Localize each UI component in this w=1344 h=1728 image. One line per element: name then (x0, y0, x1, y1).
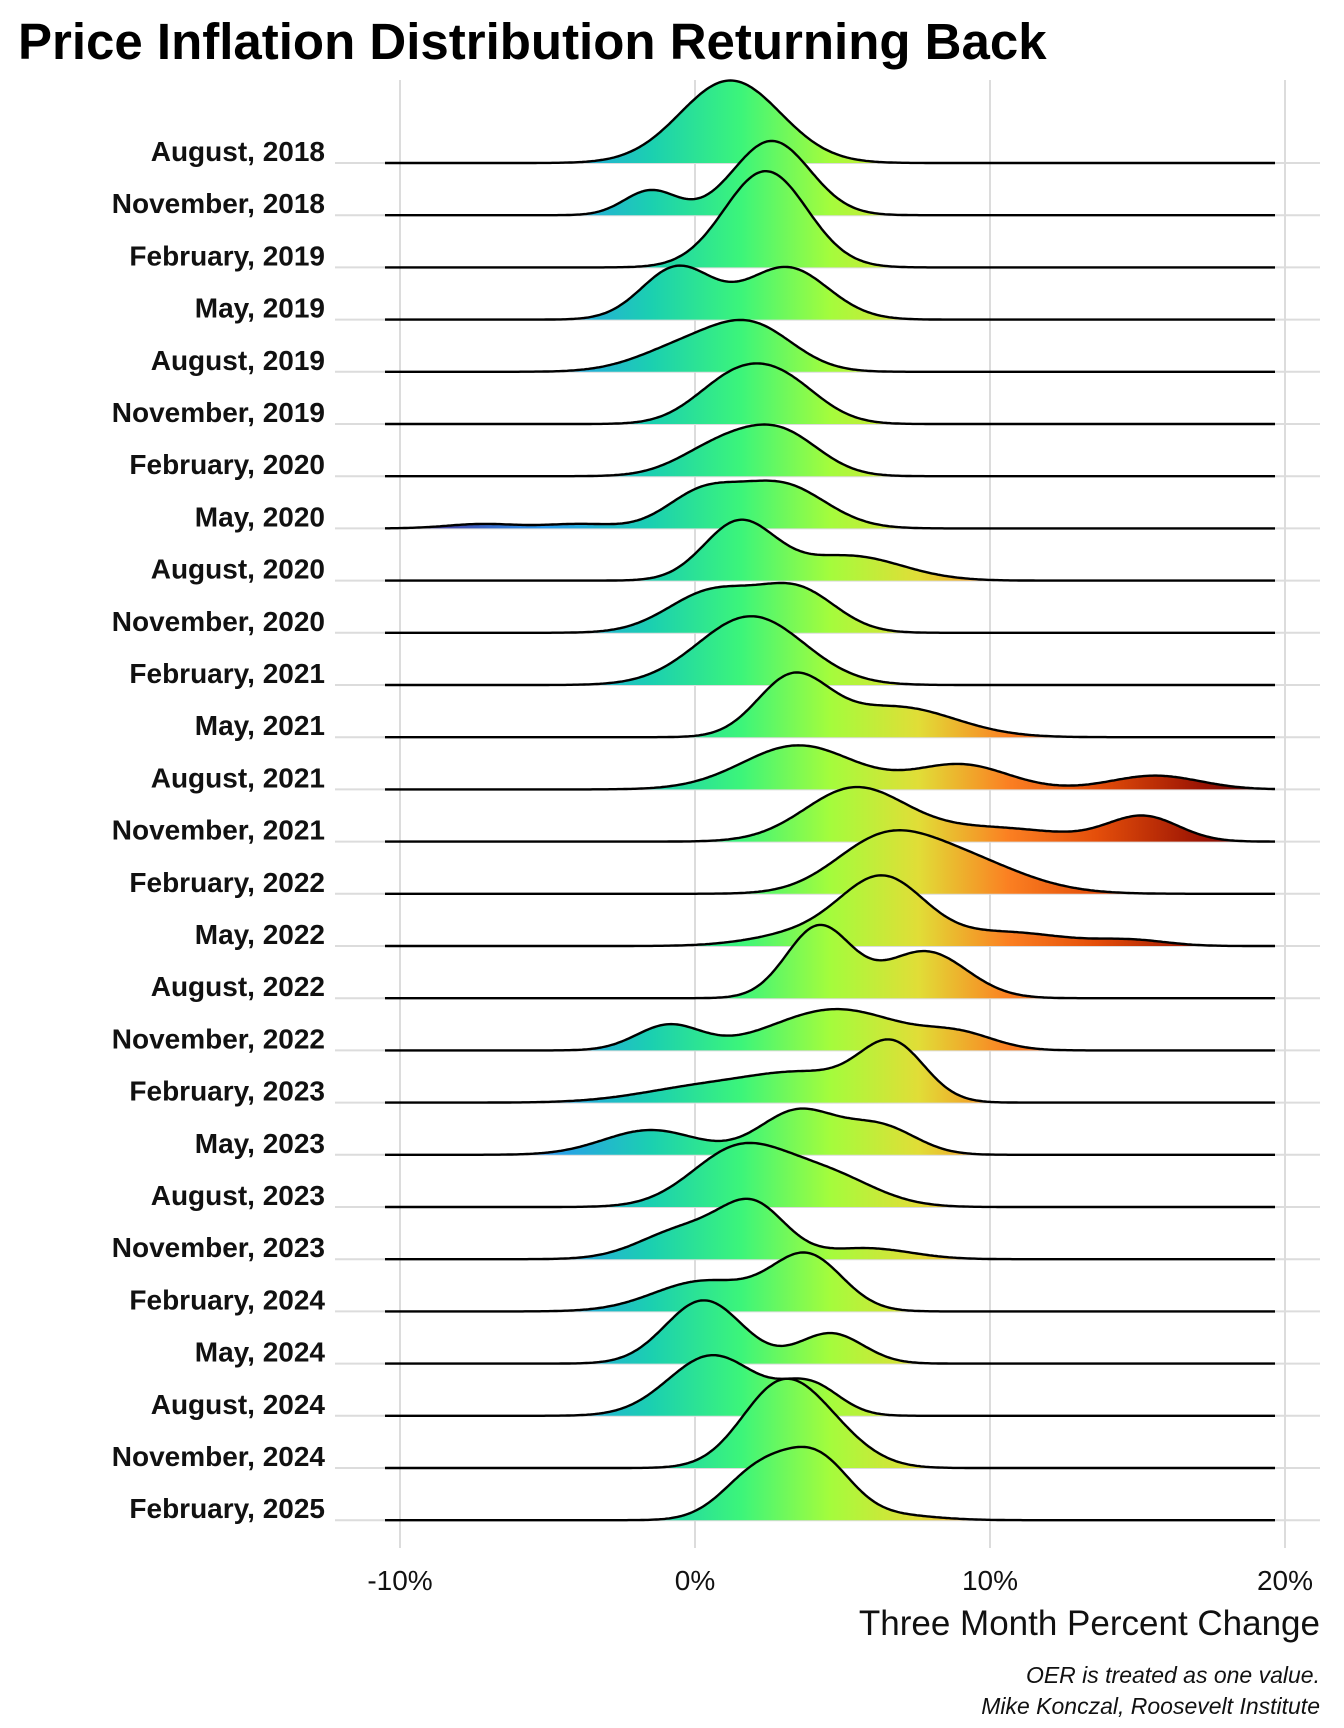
x-axis-ticks: -10% 0% 10% 20% (367, 1565, 1313, 1596)
ridge-outline (385, 874, 1275, 948)
y-axis-label: February, 2025 (129, 1493, 325, 1524)
ridge-fill (385, 1378, 1275, 1468)
ridge-outline (385, 1299, 1275, 1365)
ridge-outline (385, 1251, 1275, 1313)
ridge-fill (385, 1252, 1275, 1312)
ridge-fill (385, 1108, 1275, 1155)
ridge-fill (385, 616, 1275, 685)
ridge-fill (385, 583, 1275, 633)
ridge-outline (385, 671, 1275, 739)
ridge-fill (385, 1300, 1275, 1364)
ridge-outline (385, 1007, 1275, 1052)
ridge-fill (385, 1009, 1275, 1051)
ridge-outline (385, 362, 1275, 426)
y-axis-label: February, 2024 (129, 1284, 325, 1315)
ridge-fill (385, 363, 1275, 424)
ridge-outline (385, 785, 1275, 843)
y-axis-label: May, 2019 (195, 293, 325, 324)
y-axis-label: February, 2019 (129, 240, 325, 271)
y-axis-label: May, 2020 (195, 501, 325, 532)
ridge-outline (385, 423, 1275, 478)
ridge-fill (385, 141, 1275, 216)
ridge-outline (385, 1445, 1275, 1522)
y-axis-label: August, 2022 (151, 971, 325, 1002)
ridges (385, 79, 1275, 1522)
y-axis-label: August, 2019 (151, 345, 325, 376)
y-axis-label: May, 2022 (195, 919, 325, 950)
y-axis-label: November, 2021 (112, 815, 325, 846)
ridge-outline (385, 318, 1275, 373)
y-axis-label: November, 2018 (112, 188, 325, 219)
ridge-fill (385, 787, 1275, 842)
x-tick-label: 0% (675, 1565, 715, 1596)
x-tick-label: -10% (367, 1565, 432, 1596)
ridge-fill (385, 830, 1275, 894)
ridge-outline (385, 1038, 1275, 1104)
y-axis-label: November, 2023 (112, 1232, 325, 1263)
ridge-fill (385, 1446, 1275, 1521)
y-axis-label: August, 2018 (151, 136, 325, 167)
ridge-outline (385, 744, 1275, 791)
ridge-outline (385, 79, 1275, 165)
caption-note: OER is treated as one value. (1026, 1662, 1320, 1688)
ridge-outline (385, 518, 1275, 582)
ridge-fill (385, 672, 1275, 738)
y-axis-label: August, 2023 (151, 1180, 325, 1211)
ridge-outline (385, 615, 1275, 687)
ridge-outline (385, 479, 1275, 530)
ridge-outline (385, 1107, 1275, 1156)
y-axis-label: August, 2024 (151, 1389, 326, 1420)
ridge-fill (385, 924, 1275, 999)
ridge-fill (385, 171, 1275, 268)
y-axis-label: February, 2020 (129, 449, 325, 480)
y-axis-label: August, 2021 (151, 762, 325, 793)
ridge-outline (385, 1354, 1275, 1417)
ridge-outline (385, 923, 1275, 1000)
ridge-fill (385, 480, 1275, 529)
ridge-outline (385, 139, 1275, 217)
y-axis-label: August, 2020 (151, 554, 325, 585)
ridge-fill (385, 1142, 1275, 1207)
ridge-outline (385, 581, 1275, 634)
ridge-fill (385, 1039, 1275, 1103)
x-tick-label: 10% (962, 1565, 1018, 1596)
ridge-fill (385, 1355, 1275, 1416)
y-axis-label: November, 2022 (112, 1023, 325, 1054)
ridge-fill (385, 424, 1275, 477)
ridge-outline (385, 829, 1275, 895)
y-axis-label: May, 2021 (195, 710, 325, 741)
ridge-outline (385, 1377, 1275, 1470)
ridge-outline (385, 1141, 1275, 1209)
ridge-fill (385, 265, 1275, 320)
x-tick-label: 20% (1257, 1565, 1313, 1596)
ridge-fill (385, 875, 1275, 946)
y-axis-label: February, 2022 (129, 867, 325, 898)
y-axis-label: November, 2020 (112, 606, 325, 637)
y-axis-label: February, 2023 (129, 1076, 325, 1107)
ridge-fill (385, 745, 1275, 790)
ridge-outline (385, 264, 1275, 321)
y-axis-label: May, 2023 (195, 1128, 325, 1159)
caption-credit: Mike Konczal, Roosevelt Institute (981, 1693, 1320, 1719)
chart-title: Price Inflation Distribution Returning B… (18, 13, 1047, 70)
y-axis-label: November, 2019 (112, 397, 325, 428)
y-axis-label: May, 2024 (195, 1337, 326, 1368)
ridge-fill (385, 519, 1275, 581)
y-axis-labels: August, 2018 November, 2018 February, 2019… (112, 136, 326, 1524)
x-axis-label: Three Month Percent Change (859, 1604, 1320, 1643)
ridge-outline (385, 170, 1275, 269)
ridge-outline (385, 1197, 1275, 1261)
y-axis-label: February, 2021 (129, 658, 325, 689)
y-axis-label: November, 2024 (112, 1441, 326, 1472)
